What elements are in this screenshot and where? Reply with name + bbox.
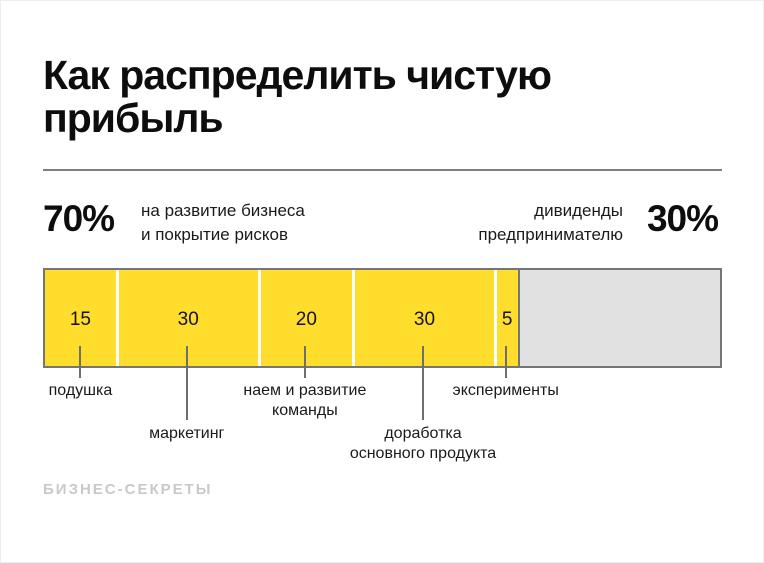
dividends-share-label-line1: дивиденды [534, 201, 623, 220]
bar-segment-value: 30 [413, 308, 436, 330]
title-divider-line [43, 169, 722, 171]
dividends-share-label: дивиденды предпринимателю [478, 199, 623, 247]
segment-label-line: наем и развитие [243, 382, 367, 399]
tick-line-3 [303, 346, 306, 378]
tick-line-1 [79, 346, 82, 378]
tick-line-4 [422, 346, 424, 420]
segment-label-line: команды [272, 402, 338, 419]
segment-label-line: основного продукта [349, 445, 497, 462]
tick-line-2 [185, 346, 188, 420]
bar-segment-5: 5 [493, 270, 518, 366]
segment-label-line: маркетинг [149, 425, 225, 442]
segment-label-1: подушка [49, 381, 113, 401]
dividends-share-percent: 30% [646, 198, 719, 239]
segment-label-2: маркетинг [149, 424, 224, 444]
segment-label-3: наем и развитие команды [243, 381, 366, 421]
business-share-label: на развитие бизнеса и покрытие рисков [141, 199, 305, 247]
bar-segment-value: 20 [295, 308, 317, 330]
bar-annotations: подушка маркетинг наем и развитие команды до… [43, 346, 722, 488]
page-title-line2: прибыль [43, 95, 224, 141]
bar-dividends-group [517, 270, 720, 366]
bar-segment-value: 30 [177, 308, 199, 330]
tick-line-5 [504, 346, 507, 378]
business-share-label-line2: и покрытие рисков [141, 225, 289, 244]
dividends-share-label-line2: предпринимателю [478, 225, 623, 244]
profit-distribution-bar: 15 30 20 30 5 [43, 268, 722, 368]
bar-segment-value: 15 [69, 308, 91, 330]
page-title-line1: Как распределить чистую [43, 52, 552, 98]
bar-segment-value: 5 [501, 308, 513, 330]
segment-label-4: доработка основного продукта [350, 424, 496, 464]
bar-business-group: 15 30 20 30 5 [45, 270, 518, 366]
brand-watermark: БИЗНЕС-СЕКРЕТЫ [43, 481, 213, 498]
business-share-label-line1: на развитие бизнеса [141, 201, 305, 220]
segment-label-line: подушка [48, 382, 113, 399]
business-share-percent: 70% [43, 198, 115, 239]
segment-label-line: эксперименты [452, 382, 559, 399]
segment-label-line: доработка [384, 425, 462, 442]
segment-label-5: эксперименты [453, 381, 559, 401]
page-title: Как распределить чистую прибыль [43, 52, 552, 141]
